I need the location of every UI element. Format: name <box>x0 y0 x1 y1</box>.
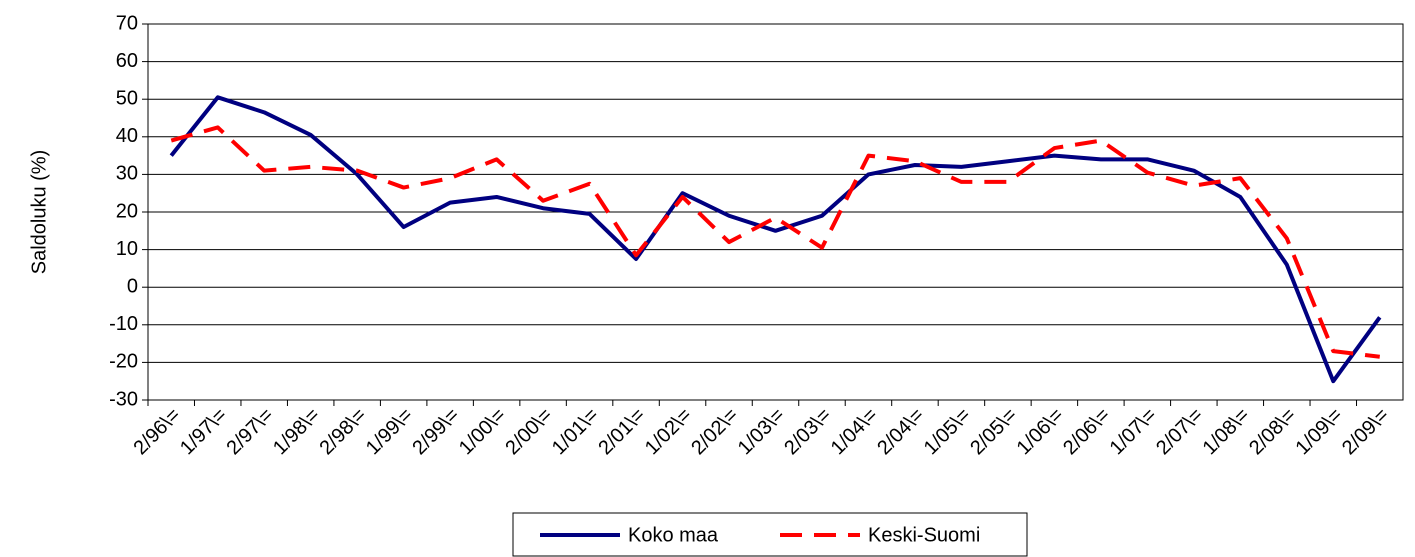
x-tick-label: 2/06\= <box>1059 404 1114 459</box>
series-line <box>169 95 1382 384</box>
x-tick-label: 2/08\= <box>1245 404 1300 459</box>
y-tick-label: 40 <box>116 125 138 147</box>
x-tick-label: 2/96\= <box>130 404 185 459</box>
x-tick-label: 2/03\= <box>780 404 835 459</box>
x-tick-label: 2/05\= <box>966 404 1021 459</box>
x-tick-label: 2/07\= <box>1152 404 1207 459</box>
y-tick-label: 0 <box>127 275 138 297</box>
series-line <box>170 125 1381 359</box>
x-tick-label: 1/03\= <box>734 404 789 459</box>
y-tick-label: 20 <box>116 200 138 222</box>
x-tick-label: 1/99\= <box>362 404 417 459</box>
x-tick-label: 1/01\= <box>548 404 603 459</box>
y-tick-label: -10 <box>109 313 138 335</box>
legend-label: Koko maa <box>628 524 719 546</box>
x-tick-label: 2/99\= <box>408 404 463 459</box>
x-tick-label: 2/09\= <box>1338 404 1393 459</box>
y-tick-label: -20 <box>109 351 138 373</box>
x-tick-label: 1/08\= <box>1199 404 1254 459</box>
y-tick-label: 10 <box>116 238 138 260</box>
legend-label: Keski-Suomi <box>868 524 980 546</box>
x-tick-label: 1/09\= <box>1292 404 1347 459</box>
x-tick-label: 2/02\= <box>687 404 742 459</box>
y-tick-label: 30 <box>116 163 138 185</box>
x-tick-label: 1/04\= <box>827 404 882 459</box>
x-tick-label: 1/00\= <box>455 404 510 459</box>
x-tick-label: 2/00\= <box>501 404 556 459</box>
x-tick-label: 1/02\= <box>641 404 696 459</box>
x-tick-label: 2/01\= <box>594 404 649 459</box>
x-tick-label: 2/04\= <box>873 404 928 459</box>
x-tick-label: 1/07\= <box>1106 404 1161 459</box>
x-tick-label: 1/97\= <box>176 404 231 459</box>
x-tick-label: 2/97\= <box>222 404 277 459</box>
plot-frame <box>147 23 1404 401</box>
x-tick-label: 2/98\= <box>315 404 370 459</box>
y-tick-label: 60 <box>116 50 138 72</box>
y-axis-label: Saldoluku (%) <box>28 150 50 275</box>
y-tick-label: 50 <box>116 87 138 109</box>
y-tick-label: 70 <box>116 12 138 34</box>
x-tick-label: 1/98\= <box>269 404 324 459</box>
x-tick-label: 1/06\= <box>1013 404 1068 459</box>
x-tick-label: 1/05\= <box>920 404 975 459</box>
y-tick-label: -30 <box>109 388 138 410</box>
